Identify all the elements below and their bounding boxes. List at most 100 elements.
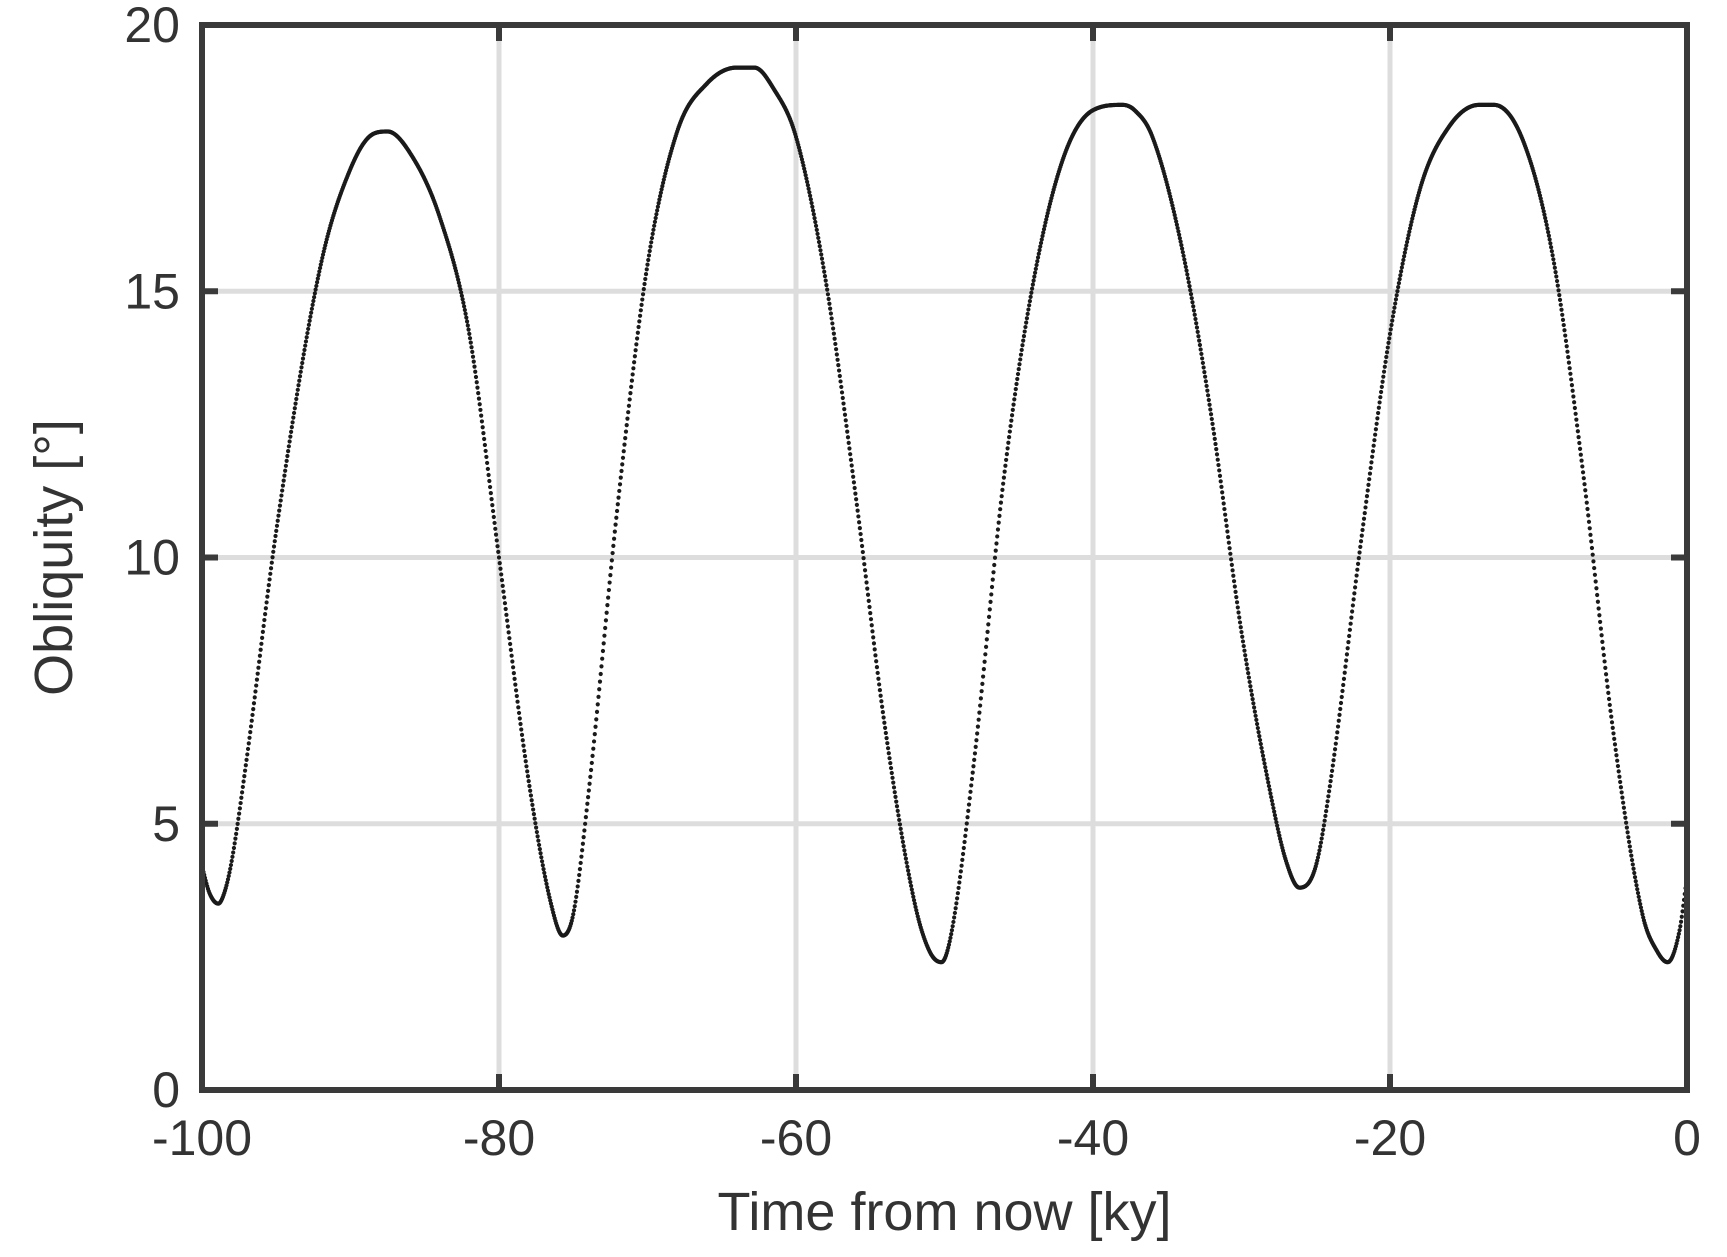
data-point (315, 276, 320, 281)
data-point (1340, 688, 1345, 694)
data-point (1549, 249, 1554, 254)
data-point (1338, 706, 1343, 712)
data-point (1628, 849, 1633, 854)
data-point (1578, 452, 1583, 457)
data-point (594, 709, 600, 714)
data-point (833, 341, 838, 347)
data-point (531, 807, 536, 812)
data-point (631, 366, 636, 371)
data-point (911, 898, 917, 903)
data-point (509, 653, 514, 658)
data-point (1608, 708, 1613, 713)
data-point (960, 857, 965, 862)
data-point (1009, 413, 1015, 418)
data-point (1386, 340, 1391, 346)
data-point (1363, 505, 1368, 510)
data-point (981, 674, 986, 679)
data-point (1609, 714, 1614, 719)
data-point (1325, 799, 1330, 804)
data-point (245, 746, 251, 752)
data-point (1616, 769, 1621, 774)
data-point (497, 561, 502, 566)
data-point (526, 779, 531, 784)
data-point (265, 594, 270, 599)
data-point (1268, 791, 1273, 796)
data-point (1543, 219, 1549, 224)
data-point (298, 369, 303, 374)
data-point (1575, 423, 1580, 428)
data-point (1266, 780, 1271, 785)
data-point (908, 883, 914, 888)
data-point (597, 687, 602, 692)
data-point (809, 200, 814, 206)
data-point (822, 274, 828, 279)
data-point (871, 635, 876, 640)
data-point (1402, 254, 1407, 259)
data-point (1391, 309, 1396, 315)
data-point (1172, 212, 1177, 218)
data-point (975, 731, 980, 736)
data-point (472, 364, 477, 369)
y-tick-label: 20 (124, 0, 180, 53)
data-point (638, 308, 643, 313)
data-point (1573, 411, 1578, 416)
data-point (875, 670, 880, 676)
data-point (605, 603, 610, 608)
data-point (1585, 506, 1590, 512)
data-point (1255, 725, 1260, 731)
data-point (1174, 219, 1179, 224)
data-point (520, 738, 525, 743)
data-point (1569, 377, 1574, 382)
data-point (1404, 243, 1409, 248)
data-point (1026, 307, 1031, 312)
data-point (1364, 494, 1370, 499)
data-point (858, 531, 863, 537)
data-point (825, 292, 831, 297)
data-point (957, 880, 962, 885)
data-point (1592, 565, 1597, 571)
data-point (465, 323, 470, 328)
data-point (1009, 418, 1014, 423)
data-point (460, 297, 465, 302)
data-point (641, 287, 646, 292)
data-point (968, 789, 973, 794)
data-point (1266, 783, 1272, 789)
data-point (588, 774, 593, 780)
data-point (531, 812, 537, 817)
data-point (900, 839, 906, 845)
data-point (1575, 429, 1580, 434)
data-point (317, 265, 323, 271)
data-point (514, 693, 519, 699)
data-point (1246, 675, 1252, 680)
data-point (1270, 802, 1275, 807)
data-point (623, 429, 629, 434)
data-point (268, 571, 273, 576)
data-point (1378, 389, 1384, 395)
data-point (854, 497, 859, 502)
data-point (980, 681, 985, 686)
data-point (1017, 362, 1022, 367)
data-point (1595, 599, 1600, 604)
data-point (524, 764, 529, 769)
data-point (1246, 671, 1251, 676)
data-point (261, 623, 266, 629)
data-point (1010, 407, 1015, 413)
data-point (479, 419, 485, 424)
data-point (1274, 820, 1279, 825)
data-point (591, 739, 597, 744)
data-point (1572, 400, 1577, 405)
data-point (597, 679, 603, 684)
data-point (233, 836, 238, 841)
data-point (1210, 421, 1215, 426)
data-point (1171, 206, 1176, 211)
data-point (831, 331, 836, 336)
data-point (1179, 243, 1184, 248)
data-point (1018, 352, 1024, 357)
data-point (1405, 236, 1410, 241)
data-point (899, 831, 904, 836)
data-point (882, 720, 887, 725)
data-point (1601, 646, 1606, 651)
data-point (831, 326, 836, 331)
data-point (1236, 610, 1241, 615)
data-point (286, 444, 291, 449)
